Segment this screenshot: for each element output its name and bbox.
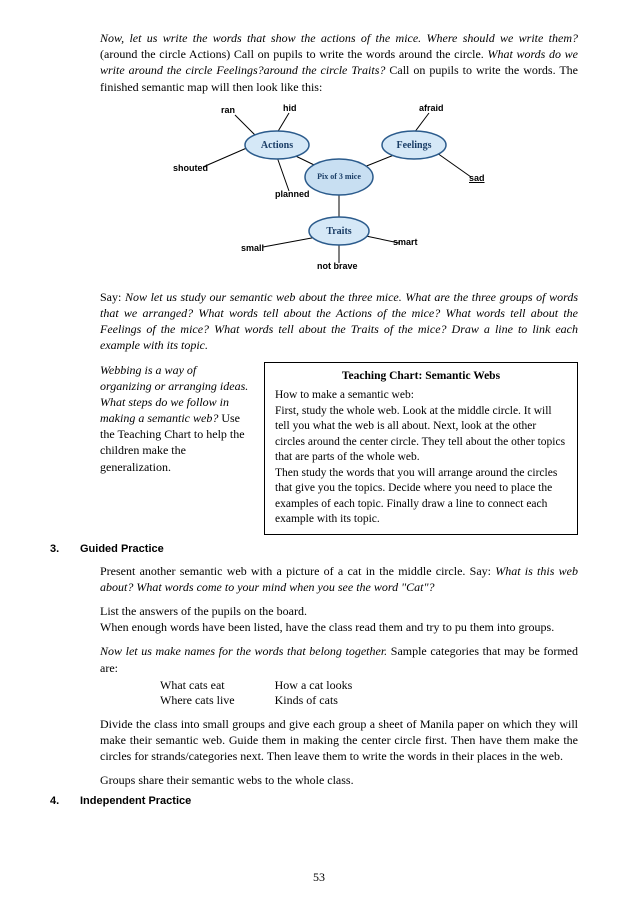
- semantic-web-diagram: Actions Feelings Traits Pix of 3 mice ra…: [100, 105, 578, 275]
- intro-italic-1: Now, let us write the words that show th…: [100, 31, 578, 45]
- cat-c2: How a cat looks: [275, 678, 353, 693]
- intro-paragraph: Now, let us write the words that show th…: [100, 30, 578, 95]
- chart-title: Teaching Chart: Semantic Webs: [275, 369, 567, 385]
- cat-c4: Kinds of cats: [275, 693, 353, 708]
- cat-categories: What cats eat Where cats live How a cat …: [160, 678, 578, 708]
- guided-p4: Now let us make names for the words that…: [100, 643, 578, 675]
- section-3-num: 3.: [50, 543, 80, 555]
- section-4-row: 4. Independent Practice: [50, 795, 578, 807]
- guided-p6: Groups share their semantic webs to the …: [100, 772, 578, 788]
- section-4-num: 4.: [50, 795, 80, 807]
- word-shouted: shouted: [173, 163, 208, 173]
- chart-body: How to make a semantic web: First, study…: [275, 388, 567, 528]
- section-3-row: 3. Guided Practice: [50, 543, 578, 555]
- teaching-chart-box: Teaching Chart: Semantic Webs How to mak…: [264, 362, 578, 535]
- word-afraid: afraid: [419, 103, 444, 113]
- svg-text:Feelings: Feelings: [397, 140, 432, 151]
- section-4-title: Independent Practice: [80, 795, 191, 807]
- cat-c3: Where cats live: [160, 693, 235, 708]
- word-planned: planned: [275, 189, 310, 199]
- word-smart: smart: [393, 237, 418, 247]
- say-italic-1: Now let us study our semantic web about …: [100, 290, 578, 353]
- say-lead: Say:: [100, 290, 125, 304]
- guided-p1: Present another semantic web with a pict…: [100, 563, 578, 595]
- left-column-text: Webbing is a way of organizing or arrang…: [100, 362, 250, 535]
- guided-p3: When enough words have been listed, have…: [100, 619, 578, 635]
- say-paragraph-1: Say: Now let us study our semantic web a…: [100, 289, 578, 354]
- guided-p2: List the answers of the pupils on the bo…: [100, 603, 578, 619]
- guided-p4-italic: Now let us make names for the words that…: [100, 644, 387, 658]
- word-small: small: [241, 243, 264, 253]
- cat-c1: What cats eat: [160, 678, 235, 693]
- word-notbrave: not brave: [317, 261, 358, 271]
- svg-text:Actions: Actions: [261, 140, 293, 151]
- guided-p5: Divide the class into small groups and g…: [100, 716, 578, 765]
- svg-text:Pix of 3 mice: Pix of 3 mice: [317, 172, 361, 181]
- svg-text:Traits: Traits: [326, 226, 351, 237]
- word-sad: sad: [469, 173, 485, 183]
- intro-plain-1: (around the circle Actions) Call on pupi…: [100, 47, 487, 61]
- guided-p1-plain: Present another semantic web with a pict…: [100, 564, 495, 578]
- word-hid: hid: [283, 103, 297, 113]
- word-ran: ran: [221, 105, 235, 115]
- page-number: 53: [0, 870, 638, 885]
- section-3-title: Guided Practice: [80, 543, 164, 555]
